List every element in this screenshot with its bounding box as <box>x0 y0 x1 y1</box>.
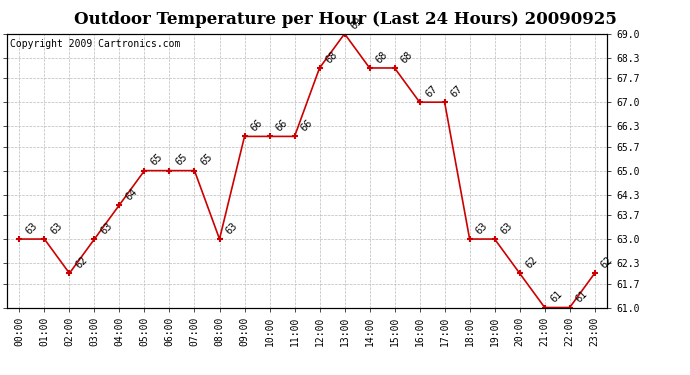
Text: 68: 68 <box>324 50 339 65</box>
Text: 65: 65 <box>199 152 215 168</box>
Text: 62: 62 <box>599 255 615 270</box>
Text: 68: 68 <box>399 50 415 65</box>
Text: 65: 65 <box>174 152 190 168</box>
Text: 67: 67 <box>424 84 440 99</box>
Text: 63: 63 <box>23 220 39 236</box>
Text: 63: 63 <box>99 220 115 236</box>
Text: Outdoor Temperature per Hour (Last 24 Hours) 20090925: Outdoor Temperature per Hour (Last 24 Ho… <box>74 11 616 28</box>
Text: 63: 63 <box>499 220 515 236</box>
Text: 66: 66 <box>274 118 289 134</box>
Text: Copyright 2009 Cartronics.com: Copyright 2009 Cartronics.com <box>10 39 180 49</box>
Text: 67: 67 <box>448 84 464 99</box>
Text: 66: 66 <box>299 118 315 134</box>
Text: 65: 65 <box>148 152 164 168</box>
Text: 63: 63 <box>474 220 489 236</box>
Text: 69: 69 <box>348 15 364 31</box>
Text: 63: 63 <box>224 220 239 236</box>
Text: 62: 62 <box>524 255 540 270</box>
Text: 61: 61 <box>549 289 564 305</box>
Text: 63: 63 <box>48 220 64 236</box>
Text: 61: 61 <box>574 289 589 305</box>
Text: 68: 68 <box>374 50 389 65</box>
Text: 62: 62 <box>74 255 90 270</box>
Text: 66: 66 <box>248 118 264 134</box>
Text: 64: 64 <box>124 186 139 202</box>
